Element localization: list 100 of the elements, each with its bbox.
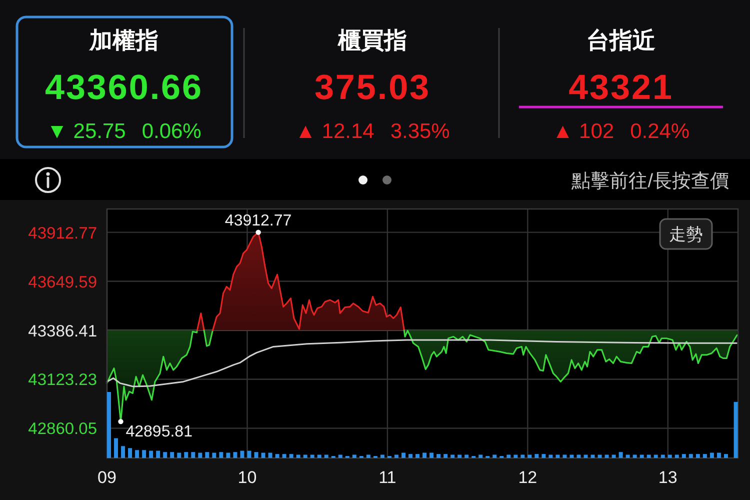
bar — [668, 454, 672, 458]
bar — [107, 392, 111, 458]
bar — [338, 454, 342, 458]
text: 0.06% — [142, 120, 202, 143]
bar — [191, 452, 196, 458]
bar — [464, 454, 469, 458]
bar — [142, 450, 146, 458]
bar — [226, 452, 230, 458]
bar — [212, 452, 216, 458]
bar — [598, 454, 602, 458]
bar — [247, 450, 252, 458]
bar — [254, 452, 258, 458]
bar — [128, 448, 132, 458]
bar — [696, 454, 700, 458]
bar — [654, 454, 658, 458]
bar — [282, 454, 286, 458]
bar — [268, 452, 272, 458]
x-tick-label: 11 — [378, 468, 396, 487]
bar — [303, 454, 308, 458]
bar — [352, 454, 356, 458]
bar — [688, 454, 693, 458]
bar — [640, 454, 644, 458]
bar — [415, 454, 420, 458]
bar — [674, 454, 679, 458]
bar — [632, 454, 637, 458]
bar — [240, 450, 244, 458]
bar — [436, 454, 441, 458]
bar — [184, 452, 188, 458]
bar — [556, 454, 560, 458]
bar — [478, 454, 483, 458]
bar — [324, 454, 328, 458]
bar — [380, 454, 384, 458]
bar — [492, 454, 497, 458]
text: ▲ 102 — [552, 120, 614, 143]
y-tick-label: 43912.77 — [28, 224, 97, 242]
y-tick-label: 43649.59 — [28, 273, 97, 292]
bar — [534, 454, 539, 458]
bar — [584, 454, 588, 458]
bar — [576, 454, 581, 458]
bar — [450, 454, 455, 458]
x-tick-label: 12 — [518, 468, 538, 487]
text: 台指近 — [586, 27, 656, 53]
bar — [724, 454, 728, 458]
bar — [394, 454, 398, 458]
bar — [716, 452, 721, 458]
annotation: 走勢 — [669, 225, 703, 244]
bar — [548, 454, 553, 458]
line-series — [106, 339, 738, 388]
bar — [156, 450, 160, 458]
bar — [135, 450, 140, 458]
bar — [458, 454, 462, 458]
text: 3.35% — [390, 120, 450, 143]
text: 加權指 — [88, 27, 158, 53]
y-tick-label: 43123.23 — [28, 371, 97, 390]
button: 走勢 — [659, 218, 713, 250]
bar — [408, 454, 412, 458]
bar — [702, 454, 707, 458]
bar — [205, 452, 210, 458]
bar — [219, 452, 224, 458]
bar — [261, 452, 266, 458]
bar — [444, 454, 448, 458]
text: ▼ 25.75 — [46, 120, 126, 143]
chart-subtitle: 點擊前往/長按查價 — [570, 171, 729, 192]
bar — [506, 454, 511, 458]
bar — [170, 452, 174, 458]
x-tick-label: 10 — [238, 468, 257, 487]
bar — [275, 454, 280, 458]
bar — [422, 452, 426, 458]
bar — [570, 454, 574, 458]
bar — [317, 454, 322, 458]
x-tick-label: 13 — [658, 468, 678, 487]
bar — [660, 454, 665, 458]
text: 櫃買指 — [337, 27, 407, 53]
x-tick-label: 09 — [98, 468, 116, 487]
bar — [710, 452, 714, 458]
bar — [430, 452, 434, 458]
bar — [618, 452, 623, 458]
bar — [198, 452, 202, 458]
bar — [612, 454, 616, 458]
bar — [177, 452, 182, 458]
text: 0.24% — [630, 120, 690, 143]
bar — [163, 452, 168, 458]
annotation: 42895.81 — [126, 424, 193, 441]
bar — [289, 454, 294, 458]
bar — [114, 438, 118, 458]
bar — [682, 454, 686, 458]
bar — [626, 454, 630, 458]
text: 375.03 — [314, 68, 431, 107]
bar — [296, 454, 300, 458]
bar — [646, 454, 651, 458]
bar — [528, 454, 532, 458]
bar — [734, 402, 738, 458]
bar — [121, 446, 126, 458]
annotation: 43912.77 — [224, 212, 292, 230]
text: ▲ 12.14 — [295, 120, 375, 143]
bar — [542, 454, 546, 458]
bar — [401, 452, 406, 458]
y-tick-label: 42860.05 — [28, 420, 97, 438]
bar — [310, 454, 314, 458]
text: 43321 — [568, 68, 674, 107]
